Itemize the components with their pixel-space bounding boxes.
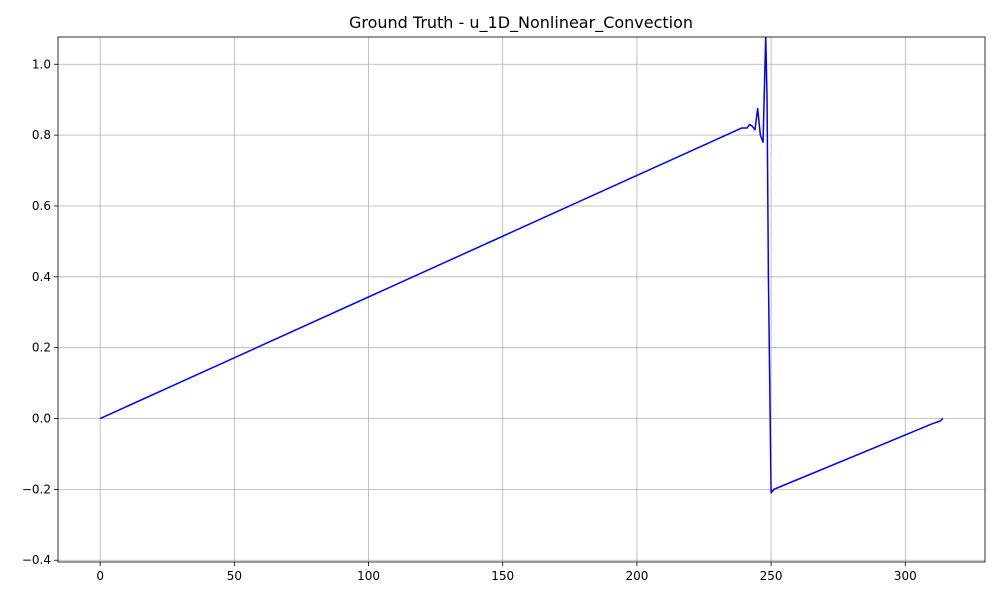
axis-ticks: 0 50 100 150 200 250 300 −0.4 −0.2 0.0 0.2 0.4 0.6 0.…: [22, 57, 917, 583]
x-tick-label: 300: [894, 569, 917, 583]
x-tick-label: 250: [760, 569, 783, 583]
y-tick-label: 0.4: [32, 270, 51, 284]
y-tick-label: 1.0: [32, 57, 51, 71]
x-tick-label: 50: [227, 569, 242, 583]
chart-title: Ground Truth - u_1D_Nonlinear_Convection: [349, 13, 693, 33]
grid: [58, 37, 985, 562]
y-tick-label: 0.6: [32, 199, 51, 213]
y-tick-label: 0.0: [32, 412, 51, 426]
x-tick-label: 150: [491, 569, 514, 583]
x-tick-label: 200: [625, 569, 648, 583]
y-tick-label: 0.8: [32, 128, 51, 142]
series-layer: [99, 37, 944, 494]
series-line: [99, 37, 944, 494]
x-tick-label: 0: [96, 569, 104, 583]
y-tick-label: 0.2: [32, 341, 51, 355]
y-tick-label: −0.4: [22, 553, 51, 567]
y-tick-label: −0.2: [22, 482, 51, 496]
x-tick-label: 100: [357, 569, 380, 583]
axes-frame: [57, 36, 986, 563]
